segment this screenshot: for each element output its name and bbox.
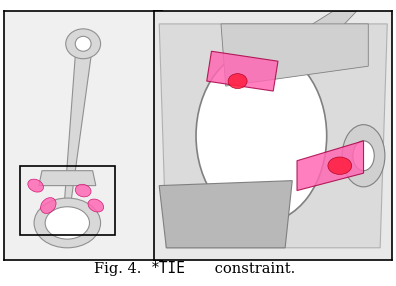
Polygon shape <box>159 181 292 248</box>
Ellipse shape <box>75 36 91 51</box>
Polygon shape <box>64 56 91 206</box>
Ellipse shape <box>28 179 44 192</box>
Polygon shape <box>207 51 278 91</box>
Text: constraint.: constraint. <box>210 262 295 276</box>
Ellipse shape <box>342 125 385 187</box>
Ellipse shape <box>45 207 89 239</box>
Polygon shape <box>285 11 356 49</box>
Ellipse shape <box>196 49 327 223</box>
Ellipse shape <box>228 74 247 89</box>
Text: *TIE: *TIE <box>150 261 185 276</box>
Bar <box>20 166 115 235</box>
Polygon shape <box>297 141 364 190</box>
Ellipse shape <box>40 198 56 213</box>
Ellipse shape <box>88 199 104 212</box>
Ellipse shape <box>34 198 101 248</box>
Polygon shape <box>221 24 368 86</box>
Polygon shape <box>159 24 387 248</box>
Ellipse shape <box>353 141 374 171</box>
Polygon shape <box>39 171 96 186</box>
Ellipse shape <box>328 157 352 174</box>
Ellipse shape <box>75 184 91 197</box>
Ellipse shape <box>66 29 101 59</box>
Text: Fig. 4.: Fig. 4. <box>94 262 150 276</box>
